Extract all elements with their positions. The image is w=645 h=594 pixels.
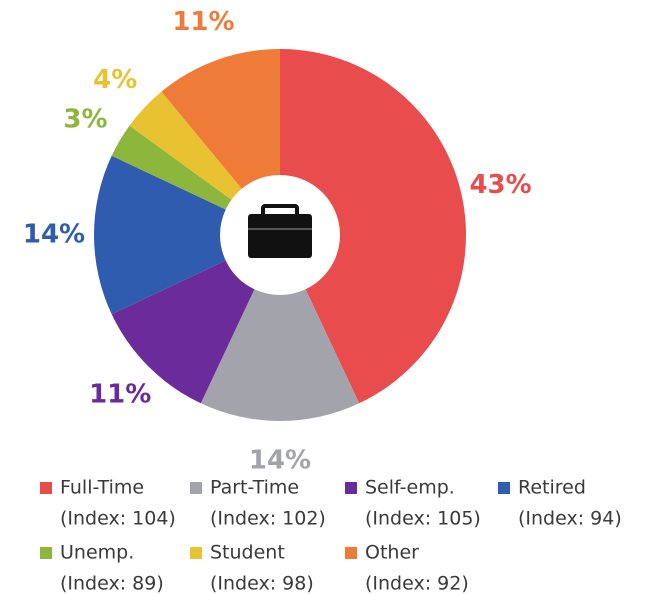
legend-label: Part-Time <box>210 477 299 499</box>
briefcase-icon <box>248 204 312 258</box>
legend-note: (Index: 94) <box>518 508 622 530</box>
data-label: 43% <box>469 170 531 200</box>
legend-note: (Index: 89) <box>60 573 164 594</box>
legend-label: Self-emp. <box>365 477 455 499</box>
slice <box>93 155 226 315</box>
legend-label: Full-Time <box>60 477 144 499</box>
legend-swatch <box>498 482 510 494</box>
legend-swatch <box>345 482 357 494</box>
donut <box>93 48 467 421</box>
data-label: 3% <box>63 104 107 134</box>
slice <box>200 289 360 421</box>
data-label: 11% <box>89 379 151 409</box>
slice <box>111 260 255 404</box>
slice <box>111 125 232 210</box>
legend-label: Retired <box>518 477 586 499</box>
legend-swatch <box>345 547 357 559</box>
legend-label: Other <box>365 542 419 564</box>
legend-note: (Index: 92) <box>365 573 469 594</box>
legend-swatch <box>40 547 52 559</box>
legend-swatch <box>40 482 52 494</box>
slice <box>129 91 242 200</box>
data-label: 4% <box>93 65 137 95</box>
slice <box>161 48 280 189</box>
legend-note: (Index: 104) <box>60 508 176 530</box>
legend-note: (Index: 105) <box>365 508 481 530</box>
legend-note: (Index: 98) <box>210 573 314 594</box>
slice <box>280 49 467 404</box>
data-label: 14% <box>23 220 85 250</box>
legend-swatch <box>190 482 202 494</box>
legend-note: (Index: 102) <box>210 508 326 530</box>
legend-label: Unemp. <box>60 542 134 564</box>
legend-swatch <box>190 547 202 559</box>
data-label: 11% <box>172 7 234 37</box>
legend-label: Student <box>210 542 285 564</box>
data-label: 14% <box>249 446 311 476</box>
